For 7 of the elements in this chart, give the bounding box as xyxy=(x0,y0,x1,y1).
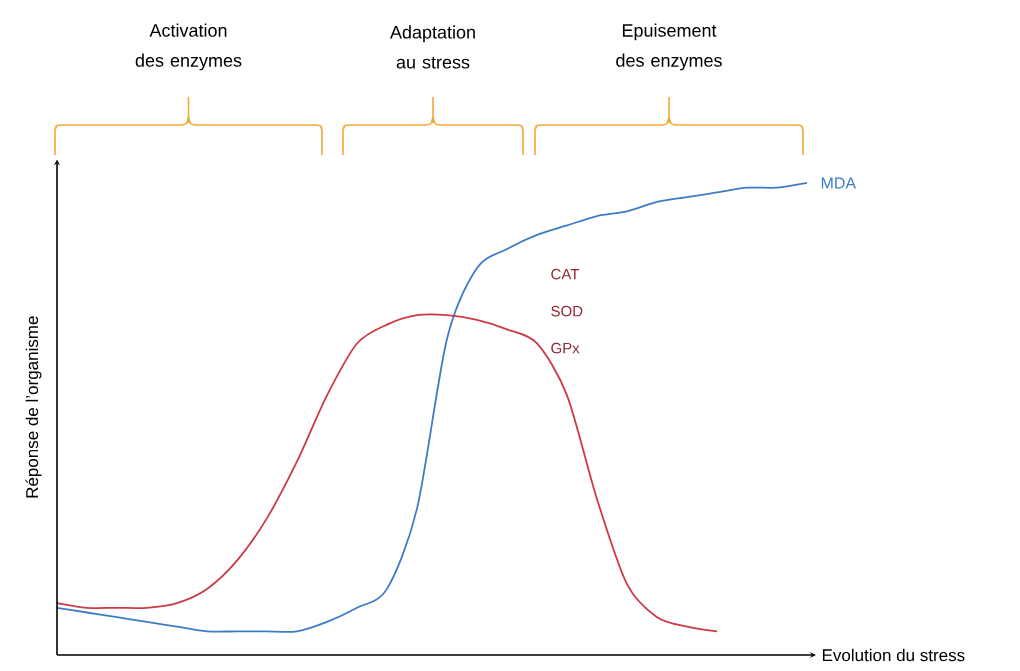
text: Epuisement des enzymes xyxy=(616,23,722,71)
series-label: MDA xyxy=(821,177,857,189)
y-axis-title: Réponse de l’organisme xyxy=(25,316,42,498)
text: Activation des enzymes xyxy=(135,23,242,71)
x-axis-title: Evolution du stress xyxy=(822,648,965,662)
text: CAT SOD GPx xyxy=(551,268,583,354)
text: Adaptation au stress xyxy=(390,25,475,69)
